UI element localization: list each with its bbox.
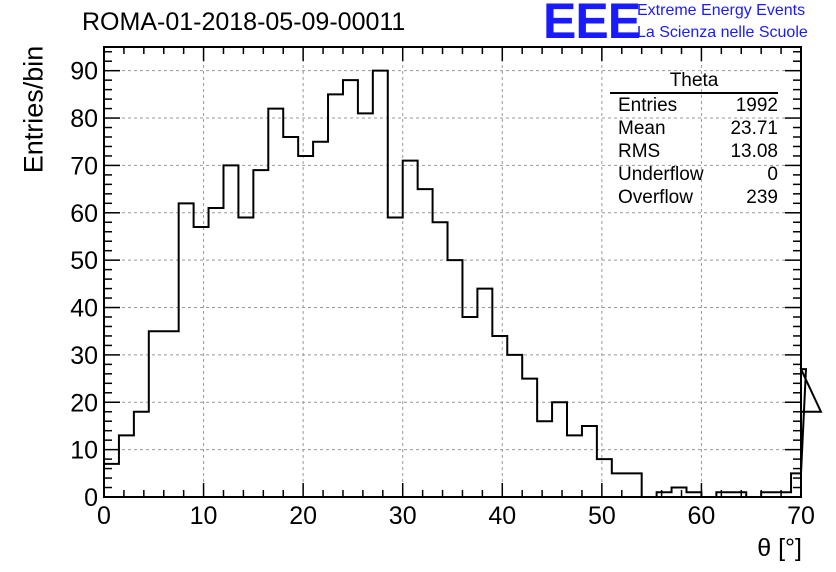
histogram-bin: [373, 71, 388, 497]
stats-row-entries: Entries 1992: [610, 94, 778, 117]
logo-tagline-2: La Scienza nelle Scuole: [637, 24, 808, 41]
y-tick-label: 90: [70, 58, 98, 86]
x-tick-label: 40: [488, 502, 516, 530]
x-tick-label: 10: [190, 502, 218, 530]
x-tick-label: 70: [787, 502, 815, 530]
histogram-bin: [134, 412, 149, 497]
y-tick-label: 20: [70, 389, 98, 417]
y-axis-label: Entries/bin: [18, 45, 49, 174]
histogram-bin: [791, 473, 801, 497]
histogram-bin: [313, 142, 328, 497]
histogram-bin: [388, 218, 403, 497]
y-tick-label: 80: [70, 105, 98, 133]
x-tick-label: 50: [588, 502, 616, 530]
histogram-bin: [627, 473, 642, 497]
stats-label: RMS: [618, 141, 661, 162]
y-tick-label: 0: [84, 484, 98, 512]
histogram-bin: [507, 355, 522, 497]
eee-logo: EEE: [543, 0, 641, 49]
histogram-bin: [238, 218, 253, 497]
histogram-bin: [343, 80, 358, 497]
histogram-bin: [403, 161, 418, 497]
histogram-bin: [268, 109, 283, 497]
stats-value: 239: [746, 187, 778, 208]
histogram-bin: [298, 156, 313, 497]
stats-row-rms: RMS 13.08: [610, 140, 778, 163]
histogram-bin: [522, 379, 537, 497]
x-tick-label: 30: [389, 502, 417, 530]
histogram-bin: [283, 137, 298, 497]
histogram-bin: [433, 222, 448, 497]
y-tick-label: 70: [70, 152, 98, 180]
stats-box: Theta Entries 1992 Mean 23.71 RMS 13.08 …: [610, 70, 778, 209]
histogram-bin: [477, 289, 492, 497]
histogram-bin: [164, 331, 179, 497]
stats-row-overflow: Overflow 239: [610, 186, 778, 209]
y-tick-label: 50: [70, 247, 98, 275]
x-axis-label: θ [°]: [757, 534, 802, 562]
stats-label: Entries: [618, 95, 678, 116]
stats-title: Theta: [610, 70, 778, 94]
histogram-bin: [418, 189, 433, 497]
histogram-bin: [582, 426, 597, 497]
histogram-bin: [492, 336, 507, 497]
stats-row-mean: Mean 23.71: [610, 117, 778, 140]
histogram-bin: [119, 435, 134, 497]
y-tick-label: 10: [70, 437, 98, 465]
histogram-bin: [149, 331, 164, 497]
x-tick-label: 20: [289, 502, 317, 530]
x-tick-label: 60: [688, 502, 716, 530]
histogram-bin: [612, 473, 627, 497]
histogram-bin: [179, 203, 194, 497]
histogram-bin: [358, 113, 373, 497]
histogram-bin: [597, 459, 612, 497]
histogram-bin: [448, 260, 463, 497]
histogram-bin: [462, 317, 477, 497]
histogram-bin: [567, 435, 582, 497]
stats-label: Underflow: [618, 164, 704, 185]
histogram-bin: [209, 208, 224, 497]
stats-row-underflow: Underflow 0: [610, 163, 778, 186]
histogram-bin: [328, 94, 343, 497]
stats-value: 0: [767, 164, 778, 185]
histogram-bin: [223, 165, 238, 497]
y-tick-label: 30: [70, 342, 98, 370]
y-tick-label: 60: [70, 200, 98, 228]
plot-frame: [103, 46, 802, 498]
run-title: ROMA-01-2018-05-09-00011: [82, 8, 406, 36]
x-tick-label: 0: [97, 502, 111, 530]
stats-label: Mean: [618, 118, 666, 139]
histogram-bin: [194, 227, 209, 497]
stats-value: 1992: [735, 95, 778, 116]
stats-value: 13.08: [730, 141, 778, 162]
logo-tagline-1: Extreme Energy Events: [637, 2, 806, 19]
y-tick-label: 40: [70, 295, 98, 323]
histogram-bin: [537, 421, 552, 497]
stats-value: 23.71: [730, 118, 778, 139]
stats-label: Overflow: [618, 187, 693, 208]
histogram-bin: [253, 170, 268, 497]
histogram-bin: [672, 488, 687, 497]
